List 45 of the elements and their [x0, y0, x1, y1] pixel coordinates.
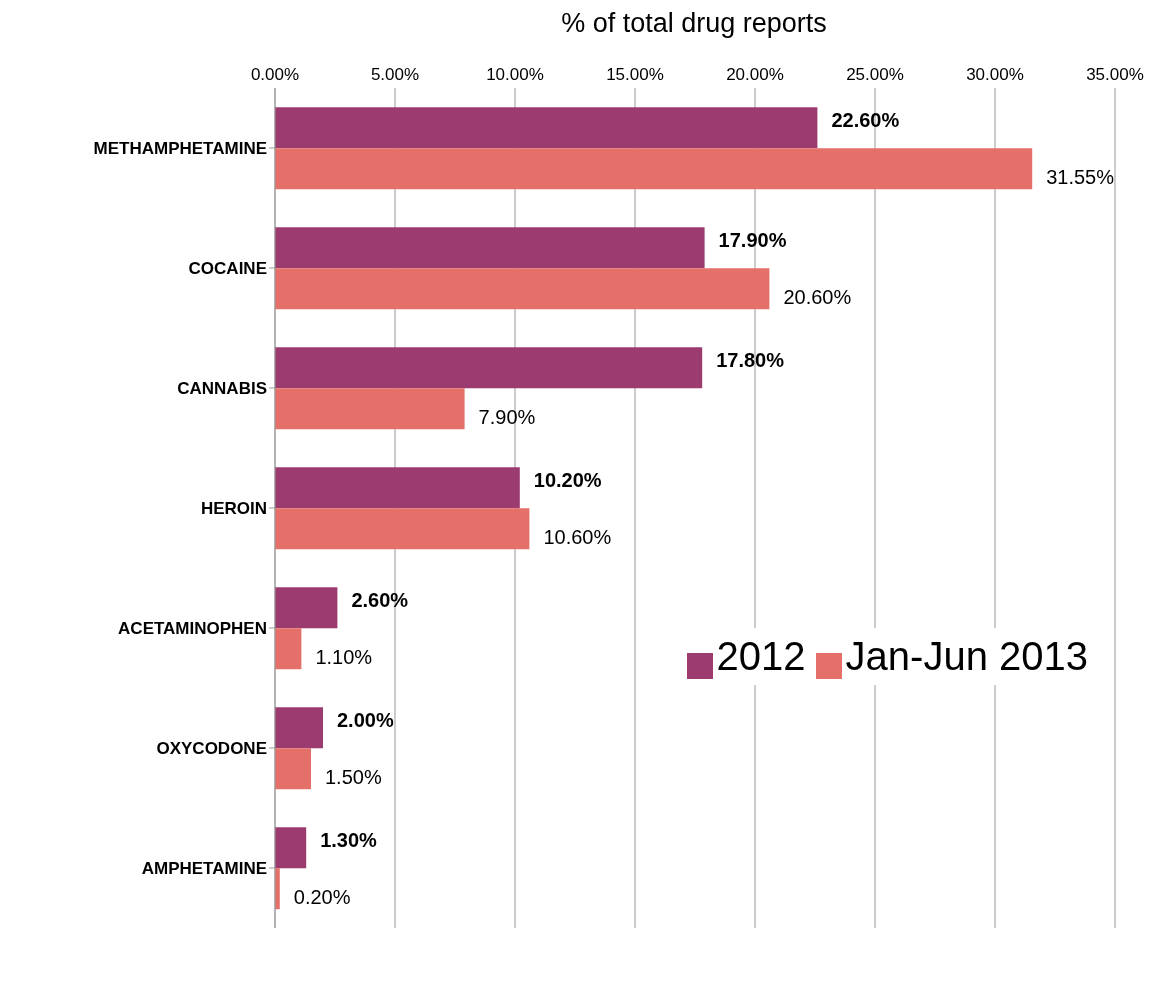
y-tick-label: COCAINE [188, 259, 267, 279]
bar [275, 827, 307, 869]
data-label: 17.80% [716, 348, 785, 371]
data-label: 1.50% [325, 765, 382, 788]
y-tick-label: HEROIN [200, 499, 267, 519]
bar [275, 508, 530, 550]
bar [275, 227, 705, 269]
data-label: 20.60% [783, 285, 852, 308]
bar [275, 748, 311, 790]
data-label: 10.20% [533, 468, 602, 491]
data-label: 0.20% [293, 885, 351, 908]
bar [275, 587, 338, 629]
legend-label: 2012 [716, 634, 806, 678]
bar [275, 467, 520, 509]
x-tick-label: 20.00% [726, 65, 784, 84]
x-axis-title: % of total drug reports [560, 8, 828, 39]
x-tick-label: 25.00% [846, 65, 904, 84]
bar [275, 628, 302, 670]
y-tick-label: AMPHETAMINE [141, 859, 267, 879]
data-label: 1.10% [315, 645, 373, 668]
legend-label: Jan-Jun 2013 [845, 634, 1088, 678]
bar [275, 388, 465, 430]
bar [275, 268, 770, 310]
data-label: 22.60% [831, 108, 900, 131]
y-tick-label: OXYCODONE [156, 739, 267, 759]
data-label: 10.60% [543, 525, 612, 548]
data-label: 2.60% [351, 588, 409, 611]
bar [275, 148, 1033, 190]
data-label: 31.55% [1046, 165, 1115, 188]
x-tick-label: 0.00% [250, 65, 300, 84]
data-label: 17.90% [718, 228, 787, 251]
x-tick-label: 35.00% [1086, 65, 1144, 84]
x-tick-label: 10.00% [486, 65, 544, 84]
y-tick-label: CANNABIS [177, 379, 267, 399]
y-tick-label: METHAMPHETAMINE [93, 139, 267, 159]
data-label: 7.90% [478, 405, 536, 428]
x-tick-label: 15.00% [606, 65, 664, 84]
data-label: 2.00% [337, 708, 394, 731]
bar [275, 107, 818, 149]
data-label: 1.30% [320, 828, 378, 851]
x-tick-label: 30.00% [966, 65, 1024, 84]
bar [275, 347, 703, 389]
x-tick-label: 5.00% [370, 65, 420, 84]
bar [275, 707, 323, 749]
y-tick-label: ACETAMINOPHEN [118, 619, 267, 639]
